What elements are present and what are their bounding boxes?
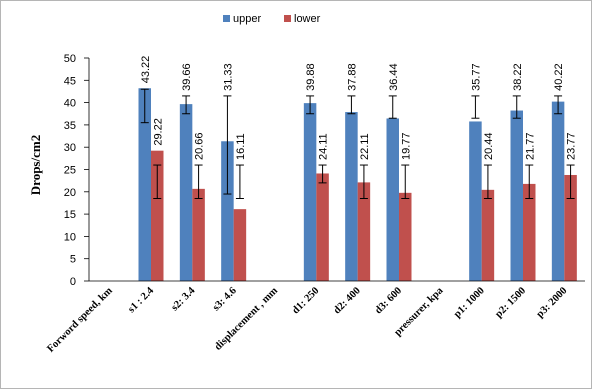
bar-upper xyxy=(179,104,193,282)
x-category-label: d1: 250 xyxy=(290,285,321,316)
error-bars xyxy=(140,88,575,199)
data-label-lower: 22.11 xyxy=(359,133,371,160)
bar-lower xyxy=(316,173,329,281)
data-label-lower: 16.11 xyxy=(235,133,247,160)
bars xyxy=(138,88,577,282)
bar-upper xyxy=(345,112,358,281)
legend-swatch-lower xyxy=(284,15,291,22)
data-label-upper: 31.33 xyxy=(222,63,234,91)
data-label-upper: 35.77 xyxy=(470,63,482,91)
bar-lower xyxy=(233,209,247,281)
x-category-label: s1 : 2.4 xyxy=(126,285,156,315)
data-label-lower: 20.44 xyxy=(483,133,495,161)
y-axis: 0 5 10 15 20 25 30 35 40 45 50 xyxy=(64,53,90,288)
x-axis-labels: Forword speed, km s1 : 2.4 s2: 3.4 s3: 4.6 d… xyxy=(45,285,569,355)
y-tick-label: 35 xyxy=(64,120,76,132)
legend-label-lower: lower xyxy=(294,13,321,25)
x-category-label: p1: 1000 xyxy=(452,285,487,320)
y-tick-label: 15 xyxy=(64,209,76,221)
bar-upper xyxy=(221,141,234,281)
bar-lower xyxy=(399,192,412,281)
data-label-lower: 20.66 xyxy=(194,133,206,161)
x-category-label: d2: 400 xyxy=(332,285,363,316)
data-label-lower: 24.11 xyxy=(318,133,330,160)
bar-upper xyxy=(510,110,523,281)
bar-lower xyxy=(357,182,371,281)
y-tick-label: 10 xyxy=(64,231,76,243)
data-label-lower: 19.77 xyxy=(400,133,412,161)
data-label-upper: 43.22 xyxy=(140,56,152,84)
x-category-label: p3: 2000 xyxy=(535,285,570,320)
data-label-lower: 23.77 xyxy=(566,133,578,161)
y-tick-label: 0 xyxy=(70,276,76,288)
data-label-lower: 29.22 xyxy=(152,118,164,146)
y-tick-label: 20 xyxy=(64,187,76,199)
x-category-label: s3: 4.6 xyxy=(211,285,239,313)
data-label-upper: 37.88 xyxy=(346,63,358,91)
data-label-upper: 39.66 xyxy=(181,63,193,91)
legend-label-upper: upper xyxy=(233,13,261,25)
x-category-label: s2: 3.4 xyxy=(169,285,198,314)
y-tick-label: 5 xyxy=(70,254,76,266)
legend: upper lower xyxy=(223,13,321,25)
data-labels: 43.22 29.22 39.66 20.66 31.33 16.11 39.88 24.11… xyxy=(140,56,578,160)
bar-lower xyxy=(564,174,577,281)
bar-lower xyxy=(192,188,205,281)
bar-lower xyxy=(151,150,164,281)
bar-upper xyxy=(469,121,482,282)
y-tick-label: 25 xyxy=(64,165,76,177)
bar-lower xyxy=(481,189,495,281)
y-axis-title: Drops/cm2 xyxy=(28,135,43,195)
bar-upper xyxy=(386,118,399,281)
x-category-label: Forword speed, km xyxy=(45,285,115,355)
y-tick-label: 45 xyxy=(64,75,76,87)
data-label-upper: 39.88 xyxy=(305,63,317,91)
y-tick-label: 50 xyxy=(64,53,76,65)
x-category-label: d3: 600 xyxy=(373,285,404,316)
bar-upper xyxy=(551,101,565,281)
data-label-upper: 40.22 xyxy=(553,63,565,91)
data-label-lower: 21.77 xyxy=(524,133,536,161)
x-category-label: p2: 1500 xyxy=(493,285,528,320)
legend-swatch-upper xyxy=(223,15,230,22)
data-label-upper: 36.44 xyxy=(388,63,400,91)
data-label-upper: 38.22 xyxy=(512,63,524,91)
bar-upper xyxy=(138,88,151,281)
y-tick-label: 30 xyxy=(64,142,76,154)
bar-lower xyxy=(523,183,536,281)
bar-upper xyxy=(303,103,317,282)
y-tick-label: 40 xyxy=(64,98,76,110)
